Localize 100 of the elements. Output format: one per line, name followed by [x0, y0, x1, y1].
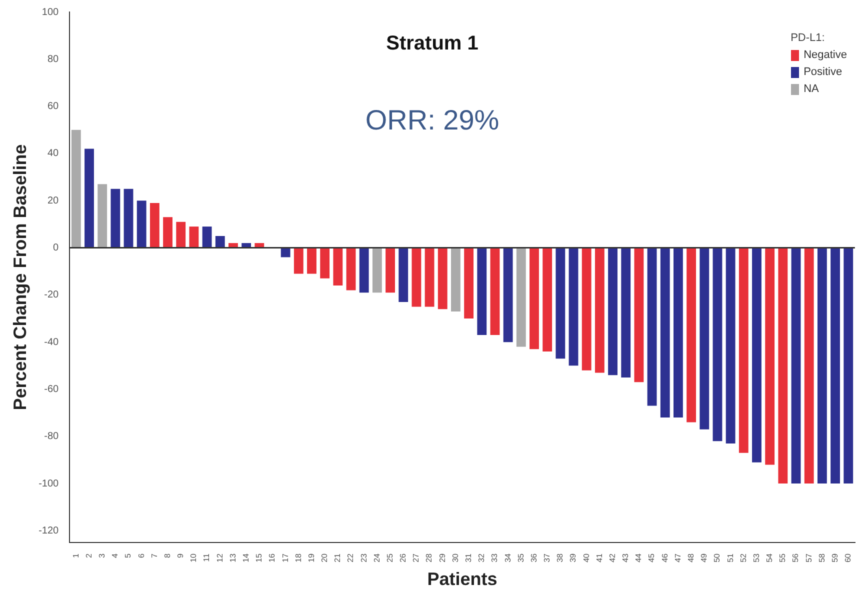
- x-tick-label: 30: [450, 552, 460, 562]
- bar: [503, 248, 513, 342]
- x-tick-label: 37: [542, 552, 552, 562]
- x-tick-label: 58: [817, 552, 826, 562]
- x-tick-label: 29: [438, 552, 447, 562]
- x-tick-label: 3: [98, 552, 107, 558]
- bar: [398, 248, 408, 302]
- x-tick-label: 11: [202, 552, 212, 562]
- bar: [778, 248, 788, 484]
- x-tick-label: 43: [621, 552, 630, 562]
- x-tick-label: 40: [582, 552, 591, 562]
- bar: [647, 248, 657, 406]
- x-tick-label: 35: [516, 552, 526, 562]
- x-tick-label: 17: [280, 552, 290, 562]
- bar: [110, 188, 120, 248]
- bar: [84, 148, 94, 248]
- x-tick-label: 50: [712, 552, 722, 562]
- x-tick-label: 14: [242, 552, 251, 562]
- bar: [98, 184, 108, 248]
- bar: [700, 248, 710, 430]
- annotation: ORR: 29%: [365, 104, 500, 136]
- bar: [765, 248, 775, 465]
- x-tick-label: 2: [84, 552, 94, 558]
- y-tick-label: 80: [47, 54, 60, 65]
- bar: [346, 248, 356, 290]
- x-tick-label: 41: [594, 552, 604, 562]
- bar: [294, 248, 304, 274]
- bar: [530, 248, 539, 350]
- bar: [686, 248, 696, 422]
- x-axis-title: Patients: [427, 569, 498, 590]
- legend-title: PD-L1:: [790, 31, 826, 46]
- x-tick-label: 59: [830, 552, 840, 562]
- bar: [568, 248, 578, 366]
- bar: [150, 202, 160, 248]
- bar: [438, 248, 448, 310]
- x-tick-label: 19: [306, 552, 316, 562]
- bar: [359, 248, 369, 293]
- y-tick-label: 20: [47, 195, 60, 206]
- bar: [451, 248, 460, 312]
- bar: [71, 130, 81, 248]
- bar: [189, 226, 199, 248]
- x-tick-label: 31: [464, 552, 474, 562]
- x-tick-label: 33: [490, 552, 500, 562]
- bar: [477, 248, 487, 336]
- legend-label: Positive: [804, 65, 842, 80]
- bar: [674, 248, 683, 418]
- y-tick-label: -100: [38, 478, 60, 490]
- bar: [804, 248, 814, 484]
- bar: [176, 222, 186, 248]
- y-tick-label: -60: [44, 384, 60, 395]
- legend-label: NA: [804, 82, 819, 97]
- y-tick-label: 100: [42, 6, 60, 18]
- bar: [412, 248, 422, 307]
- bar: [660, 248, 670, 418]
- bar: [844, 248, 854, 484]
- x-tick-label: 8: [162, 552, 172, 558]
- bar: [490, 248, 500, 336]
- y-tick-label: -120: [38, 525, 60, 536]
- bar: [791, 248, 801, 484]
- bar: [280, 248, 290, 258]
- bar: [556, 248, 566, 359]
- y-tick-label: -40: [44, 336, 60, 348]
- bar: [582, 248, 592, 370]
- y-tick-label: 0: [53, 242, 60, 254]
- x-tick-label: 18: [294, 552, 303, 562]
- y-tick-label: 40: [47, 148, 60, 160]
- bar: [333, 248, 343, 286]
- x-tick-label: 21: [333, 552, 342, 562]
- x-tick-label: 5: [124, 552, 133, 558]
- bar: [830, 248, 840, 484]
- x-tick-label: 10: [189, 552, 198, 562]
- bar: [542, 248, 552, 352]
- x-tick-label: 53: [752, 552, 761, 562]
- x-tick-label: 47: [673, 552, 682, 562]
- bar: [136, 200, 146, 248]
- bar: [726, 248, 736, 444]
- x-tick-label: 25: [385, 552, 394, 562]
- x-tick-label: 13: [228, 552, 238, 562]
- bar: [516, 248, 526, 347]
- bar: [752, 248, 762, 462]
- y-tick-label: -80: [44, 431, 60, 442]
- x-tick-label: 56: [791, 552, 800, 562]
- x-tick-label: 23: [359, 552, 368, 562]
- x-tick-label: 20: [320, 552, 330, 562]
- x-tick-label: 15: [254, 552, 264, 562]
- x-tick-label: 49: [700, 552, 709, 562]
- bar: [464, 248, 474, 319]
- bar: [817, 248, 827, 484]
- x-tick-label: 32: [477, 552, 486, 562]
- x-tick-label: 57: [804, 552, 814, 562]
- bar: [738, 248, 748, 453]
- x-tick-label: 51: [726, 552, 735, 562]
- x-tick-label: 24: [372, 552, 382, 562]
- x-tick-label: 46: [660, 552, 670, 562]
- text: Stratum 1: [386, 32, 478, 55]
- x-tick-label: 38: [556, 552, 565, 562]
- x-tick-label: 42: [608, 552, 617, 562]
- x-tick-label: 44: [634, 552, 644, 562]
- y-axis-title: Percent Change From Baseline: [10, 144, 30, 410]
- legend-label: Negative: [804, 48, 847, 63]
